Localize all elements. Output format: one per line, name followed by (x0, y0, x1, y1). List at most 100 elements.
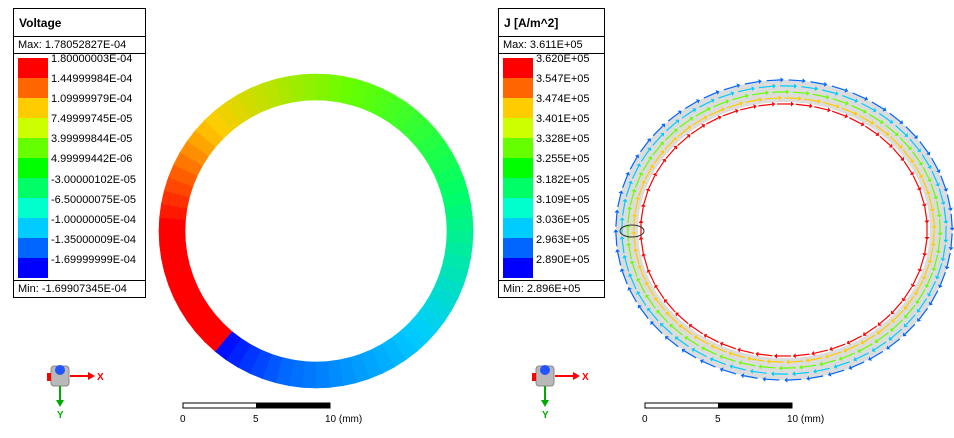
legend-swatch (503, 138, 533, 158)
current-vector (681, 109, 695, 119)
current-vector-head (681, 348, 686, 353)
current-vector-head (931, 226, 937, 230)
current-vector (665, 147, 676, 159)
current-vector (637, 293, 647, 306)
current-vector (892, 310, 904, 321)
current-vector (928, 281, 937, 295)
current-vector (903, 286, 913, 300)
current-vector (814, 349, 828, 354)
current-vector-head (648, 156, 653, 161)
current-vector (950, 213, 953, 228)
current-vector-head (826, 94, 830, 100)
current-vector-head (857, 348, 862, 353)
current-vector (677, 135, 689, 146)
current-vector-head (688, 323, 693, 329)
current-vector-head (845, 100, 849, 106)
current-vector-head (626, 242, 632, 246)
current-vector (744, 80, 759, 85)
x-axis-label: X (97, 372, 104, 383)
current-vector (830, 369, 845, 375)
current-vector-head (684, 336, 689, 341)
current-vector-head (638, 236, 644, 240)
current-vector (667, 313, 679, 324)
current-vector (646, 283, 655, 297)
current-vector-head (622, 198, 628, 202)
current-vector-head (935, 250, 941, 254)
current-vector (677, 127, 690, 137)
current-vector-head (734, 108, 739, 114)
current-vector-head (898, 144, 903, 149)
legend-scale: 3.620E+05 3.547E+05 3.474E+05 3.401E+05 3.32… (499, 53, 604, 280)
current-vector (692, 117, 706, 126)
current-vector-head (710, 98, 715, 104)
current-vector-head (766, 359, 770, 365)
current-vector (795, 103, 810, 107)
current-vector (652, 134, 663, 146)
current-vector (712, 358, 726, 366)
current-vector (661, 324, 673, 336)
current-vector-head (619, 217, 625, 221)
current-vector-head (677, 110, 682, 115)
current-vector (789, 360, 804, 363)
current-vector-head (915, 299, 920, 304)
current-vector-head (792, 371, 796, 377)
legend-tick-label: 7.49999745E-05 (51, 113, 133, 126)
current-vector (683, 350, 697, 359)
current-vector-head (628, 180, 633, 185)
current-vector (640, 149, 650, 162)
current-vector-head (647, 307, 652, 312)
current-vector (831, 110, 846, 117)
current-vector (665, 301, 676, 313)
current-vector-head (730, 91, 735, 96)
current-vector (703, 348, 717, 356)
current-vector (690, 125, 704, 135)
current-vector-head (758, 79, 762, 85)
current-vector (895, 124, 907, 136)
current-vector-head (874, 338, 879, 343)
current-vector-head (870, 120, 875, 125)
current-vector (648, 309, 659, 322)
current-vector (640, 239, 644, 254)
current-vector (939, 271, 946, 286)
current-vector-head (625, 171, 630, 176)
legend-max: Max: 1.78052827E-04 (14, 37, 145, 54)
scale-tick-0: 0 (642, 414, 648, 425)
legend-scale: 1.80000003E-04 1.44999984E-04 1.09999979E-… (14, 53, 145, 280)
current-vector-head (786, 359, 790, 365)
current-vector-head (806, 375, 810, 381)
current-vector-head (747, 356, 751, 362)
current-vector-head (900, 156, 905, 161)
current-vector (917, 288, 926, 302)
current-vector-head (709, 357, 714, 362)
legend-max: Max: 3.611E+05 (499, 37, 604, 54)
current-vector (731, 353, 745, 359)
current-density-plot: X Y 0 5 10 (mm) (532, 77, 954, 425)
current-vector-head (706, 107, 711, 112)
current-vector-head (924, 284, 930, 289)
current-vector-head (871, 347, 876, 352)
current-vector-head (701, 346, 705, 351)
current-vector-head (645, 187, 651, 192)
current-vector-head (930, 243, 936, 247)
current-vector-head (619, 268, 625, 273)
current-vector (878, 112, 892, 122)
current-vector (808, 357, 823, 361)
current-vector (617, 193, 622, 208)
current-vectors (613, 77, 954, 383)
current-vector (629, 275, 637, 290)
ring-segment (158, 230, 186, 246)
current-vector-head (809, 103, 813, 109)
current-vector (919, 190, 925, 205)
coordinate-triad-icon: X Y (532, 365, 589, 421)
current-vector-head (917, 268, 923, 273)
current-vector-head (649, 164, 654, 169)
current-vector-head (891, 318, 896, 323)
current-vector (862, 334, 876, 343)
current-vector (803, 98, 818, 102)
current-vector (751, 92, 766, 96)
current-vector (722, 343, 737, 350)
current-vector-head (687, 125, 692, 130)
current-vector (899, 137, 910, 149)
current-vector-head (860, 121, 865, 127)
current-vector (638, 280, 646, 294)
